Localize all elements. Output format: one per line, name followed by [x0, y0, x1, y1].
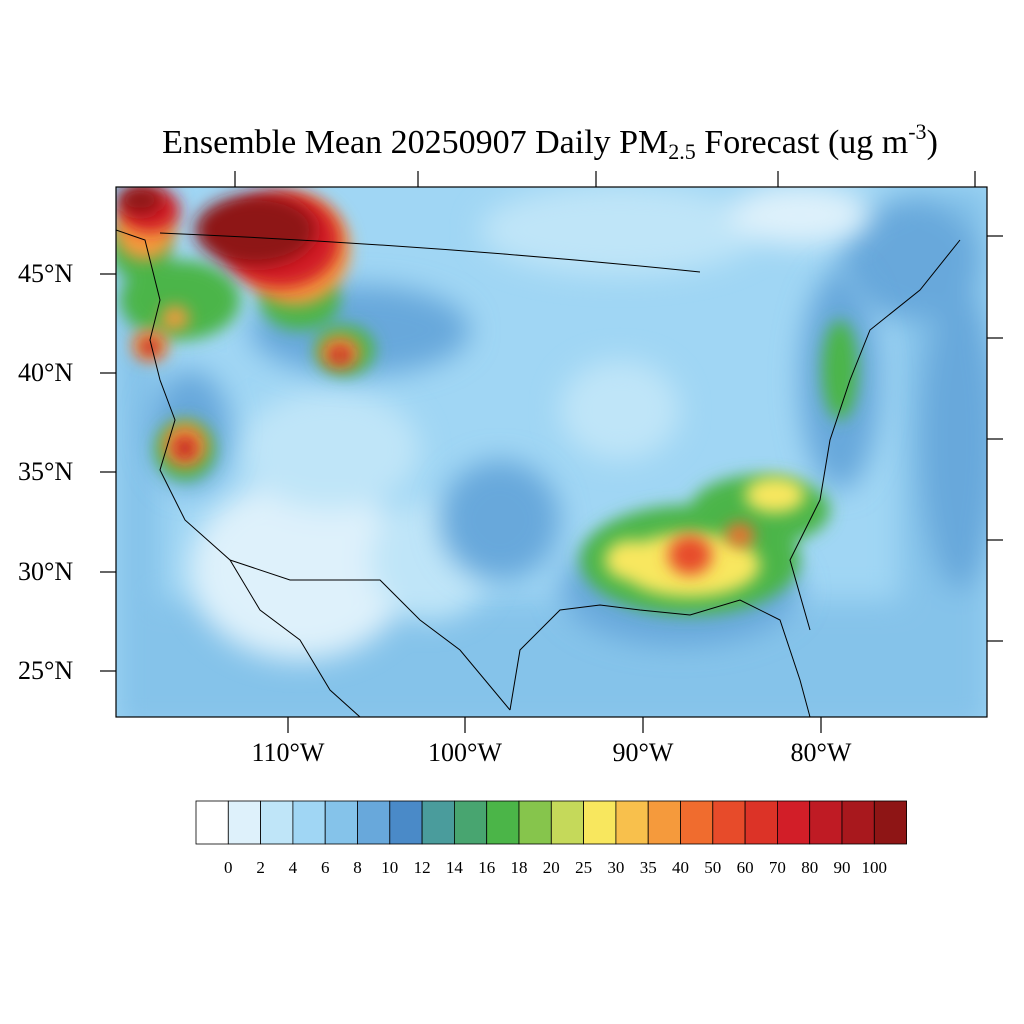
colorbar-label: 16 — [478, 858, 496, 877]
concentration-field — [116, 187, 987, 717]
colorbar-label: 14 — [445, 858, 463, 877]
colorbar-label: 30 — [607, 858, 625, 877]
colorbar-label: 6 — [320, 858, 330, 877]
title-subscript: 2.5 — [668, 139, 696, 164]
colorbar-label: 35 — [639, 858, 657, 877]
colorbar-label: 18 — [510, 858, 528, 877]
colorbar-label: 2 — [256, 858, 265, 877]
colorbar — [195, 800, 907, 845]
gulf-coastline — [509, 599, 811, 718]
colorbar-label: 0 — [224, 858, 233, 877]
colorbar-label: 40 — [672, 858, 689, 877]
lat-label-45: 45°N — [18, 259, 74, 288]
colorbar-label: 10 — [381, 858, 399, 877]
colorbar-swatch — [615, 800, 649, 845]
colorbar-swatch — [292, 800, 326, 845]
colorbar-swatch — [486, 800, 520, 845]
colorbar-swatch — [873, 800, 907, 845]
colorbar-label: 70 — [768, 858, 786, 877]
colorbar-swatch — [227, 800, 262, 845]
bottom-ticks — [287, 717, 822, 733]
colorbar-swatch — [777, 800, 811, 845]
colorbar-swatch — [647, 800, 681, 845]
canada-border — [159, 232, 701, 273]
boundaries — [115, 229, 961, 718]
colorbar-swatch — [195, 800, 229, 845]
colorbar-label: 100 — [861, 858, 888, 877]
lat-label-35: 35°N — [18, 457, 74, 486]
colorbar-label: 80 — [801, 858, 819, 877]
colorbar-swatch — [421, 800, 455, 845]
top-ticks — [234, 171, 976, 187]
colorbar-swatch — [453, 800, 488, 845]
colorbar-swatch — [550, 800, 584, 845]
field-ocean — [116, 187, 987, 717]
colorbar-swatch — [260, 800, 294, 845]
colorbar-swatch — [357, 800, 391, 845]
east-coastline — [789, 239, 961, 631]
lon-label-110w: 110°W — [251, 738, 325, 767]
colorbar-swatch — [809, 800, 843, 845]
title-close: ) — [926, 124, 938, 161]
lat-label-40: 40°N — [18, 358, 74, 387]
colorbar-label: 25 — [575, 858, 593, 877]
title-main: Ensemble Mean 20250907 Daily PM — [162, 124, 669, 161]
mexico-border — [229, 559, 511, 711]
map-title: Ensemble Mean 20250907 Daily PM2.5 Forec… — [0, 112, 1024, 172]
left-ticks — [100, 273, 116, 672]
colorbar-swatch — [389, 800, 423, 845]
colorbar-swatch — [841, 800, 875, 845]
colorbar-swatch — [744, 800, 778, 845]
lon-label-80w: 80°W — [790, 738, 852, 767]
colorbar-label: 20 — [542, 858, 560, 877]
colorbar-swatch — [680, 800, 714, 845]
plot-frame — [115, 186, 988, 718]
title-superscript: -3 — [908, 119, 927, 144]
lat-label-30: 30°N — [18, 557, 74, 586]
colorbar-swatch — [324, 800, 358, 845]
lat-label-25: 25°N — [18, 656, 74, 685]
colorbar-label: 90 — [833, 858, 851, 877]
title-units: Forecast (ug m — [695, 124, 909, 161]
west-coastline — [115, 229, 361, 718]
right-ticks — [987, 235, 1003, 642]
lon-label-90w: 90°W — [612, 738, 674, 767]
colorbar-label: 8 — [353, 858, 362, 877]
colorbar-label: 4 — [288, 858, 298, 877]
colorbar-swatch — [583, 800, 617, 845]
colorbar-label: 50 — [704, 858, 722, 877]
colorbar-label: 12 — [413, 858, 431, 877]
colorbar-swatch — [518, 800, 552, 845]
colorbar-swatch — [712, 800, 746, 845]
lon-label-100w: 100°W — [428, 738, 502, 767]
colorbar-label: 60 — [736, 858, 754, 877]
field-darkred — [118, 187, 315, 265]
